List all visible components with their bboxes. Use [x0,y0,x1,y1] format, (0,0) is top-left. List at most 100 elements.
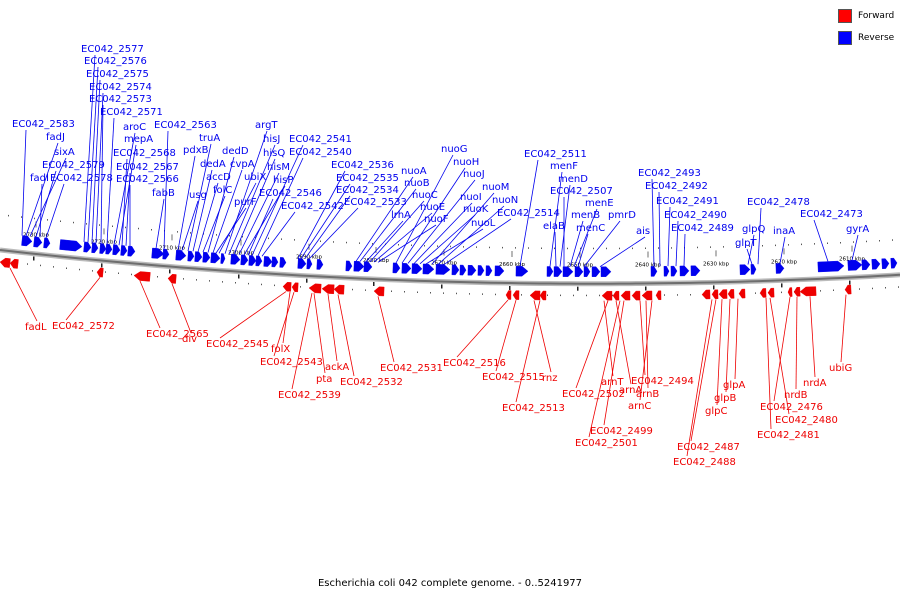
scale-tick: 2630 kbp [703,250,729,290]
reverse-gene-label: cvpA [212,159,255,253]
reverse-gene-label-text: aroC [123,122,146,133]
scale-mark [781,283,783,288]
forward-gene-label-text: pta [316,374,332,385]
forward-gene-label-text: EC042_2501 [575,438,638,449]
track-dot [229,235,230,237]
reverse-gene-label-text: glpT [735,238,757,249]
track-dot [840,242,841,244]
reverse-gene-label-text: nuoN [492,195,518,206]
scale-mark [577,286,579,291]
track-dot [632,247,633,250]
reverse-gene-arrow [422,263,435,275]
forward-gene-label: EC042_2502 [562,300,625,400]
track-dot [359,242,360,244]
reverse-gene-arrow [467,265,477,276]
reverse-gene-label-text: hisQ [263,148,285,159]
reverse-gene-label: EC042_2473 [800,209,863,262]
reverse-gene-label-text: EC042_2577 [81,44,144,55]
reverse-gene-label-text: EC042_2535 [336,173,399,184]
track-dot [554,247,555,250]
reverse-gene-label: EC042_2576 [84,56,147,243]
scale-mark [169,269,171,274]
forward-gene-label: EC042_2488 [673,299,736,468]
reverse-gene-label-text: nuoF [424,214,449,225]
track-dot [79,268,80,271]
reverse-gene-arrow [591,266,601,277]
reverse-gene-label: aroC [113,122,146,245]
scale-tick-label: 2650 kbp [567,263,593,269]
forward-gene-label: EC042_2501 [575,300,638,449]
reverse-gene-arrow [515,265,529,277]
reverse-gene-label-text: EC042_2536 [331,160,394,171]
forward-gene-label: arnA [615,300,642,396]
reverse-gene-label-text: gyrA [846,224,869,235]
reverse-gene-label: EC042_2568 [113,148,176,246]
reverse-gene-arrow [663,265,670,277]
reverse-gene-label-text: nuoK [463,204,489,215]
reverse-gene-label: EC042_2573 [89,94,152,244]
track-dot [502,246,503,249]
track-dot [21,216,22,218]
track-dot [105,271,106,273]
reverse-gene-label-text: nuoC [412,190,438,201]
scale-mark [373,282,375,286]
reverse-gene-label: EC042_2533 [308,197,407,260]
reverse-gene-arrow [451,264,460,276]
reverse-gene-label: truA [187,133,220,252]
reverse-gene-label-text: EC042_2507 [550,186,613,197]
reverse-gene-label-text: pdxB [183,145,209,156]
reverse-gene-arrow [670,265,678,277]
track-dot [658,247,659,249]
genome-caption: Escherichia coli 042 complete genome. - … [317,578,583,589]
reverse-gene-label: glpT [735,238,757,265]
scale-tick-label: 2710 kbp [159,245,185,251]
reverse-gene-label-text: EC042_2541 [289,134,352,145]
reverse-gene-label: nuoM [431,182,509,265]
reverse-gene-label: gyrA [846,224,869,261]
forward-gene-label: folX [271,291,290,355]
reverse-gene-label-text: nuoL [471,218,496,229]
track-dot [125,226,126,229]
scale-tick-label: 2700 kbp [228,251,254,257]
forward-gene-label-text: glpC [705,406,727,417]
forward-gene-arrow [793,286,801,297]
track-dot [281,238,282,240]
reverse-gene-label: pdxB [177,145,209,251]
track-dot [788,244,789,246]
scale-mark [509,286,511,290]
track-dot [489,246,490,249]
forward-gene-arrow [505,290,512,300]
reverse-gene-label: EC042_2541 [251,134,352,256]
reverse-gene-label-text: EC042_2489 [671,223,734,234]
forward-gene-arrow [291,282,299,293]
track-dot [859,288,860,290]
forward-gene-arrow [718,289,728,299]
forward-gene-label: EC042_2539 [278,293,341,401]
reverse-gene-label-text: dedA [200,159,226,170]
reverse-gene-arrow [43,237,51,249]
forward-gene-arrow [612,290,620,301]
reverse-gene-label-text: nuoB [404,178,430,189]
reverse-gene-label-text: argT [255,120,278,131]
reverse-gene-arrow [194,251,203,262]
forward-gene-label-text: EC042_2516 [443,358,506,369]
reverse-gene-arrow [553,266,563,277]
reverse-gene-arrow [297,258,307,269]
track-dot [333,241,334,243]
track-dot [73,221,74,224]
reverse-gene-arrow [120,245,128,256]
reverse-gene-label: menB [569,210,600,267]
reverse-gene-arrow [91,242,99,254]
reverse-gene-label-text: nuoJ [463,169,485,180]
track-dot [749,245,750,247]
reverse-gene-label-text: lrhA [391,210,411,221]
reverse-gene-label-text: EC042_2540 [289,147,352,158]
forward-gene-arrow [799,286,817,297]
reverse-gene-label-text: EC042_2533 [344,197,407,208]
reverse-gene-label-text: hisP [273,175,293,186]
scale-mark [713,285,715,290]
forward-gene-label-text: EC042_2476 [760,402,823,413]
track-dot [450,245,451,248]
reverse-gene-arrow [187,250,195,262]
